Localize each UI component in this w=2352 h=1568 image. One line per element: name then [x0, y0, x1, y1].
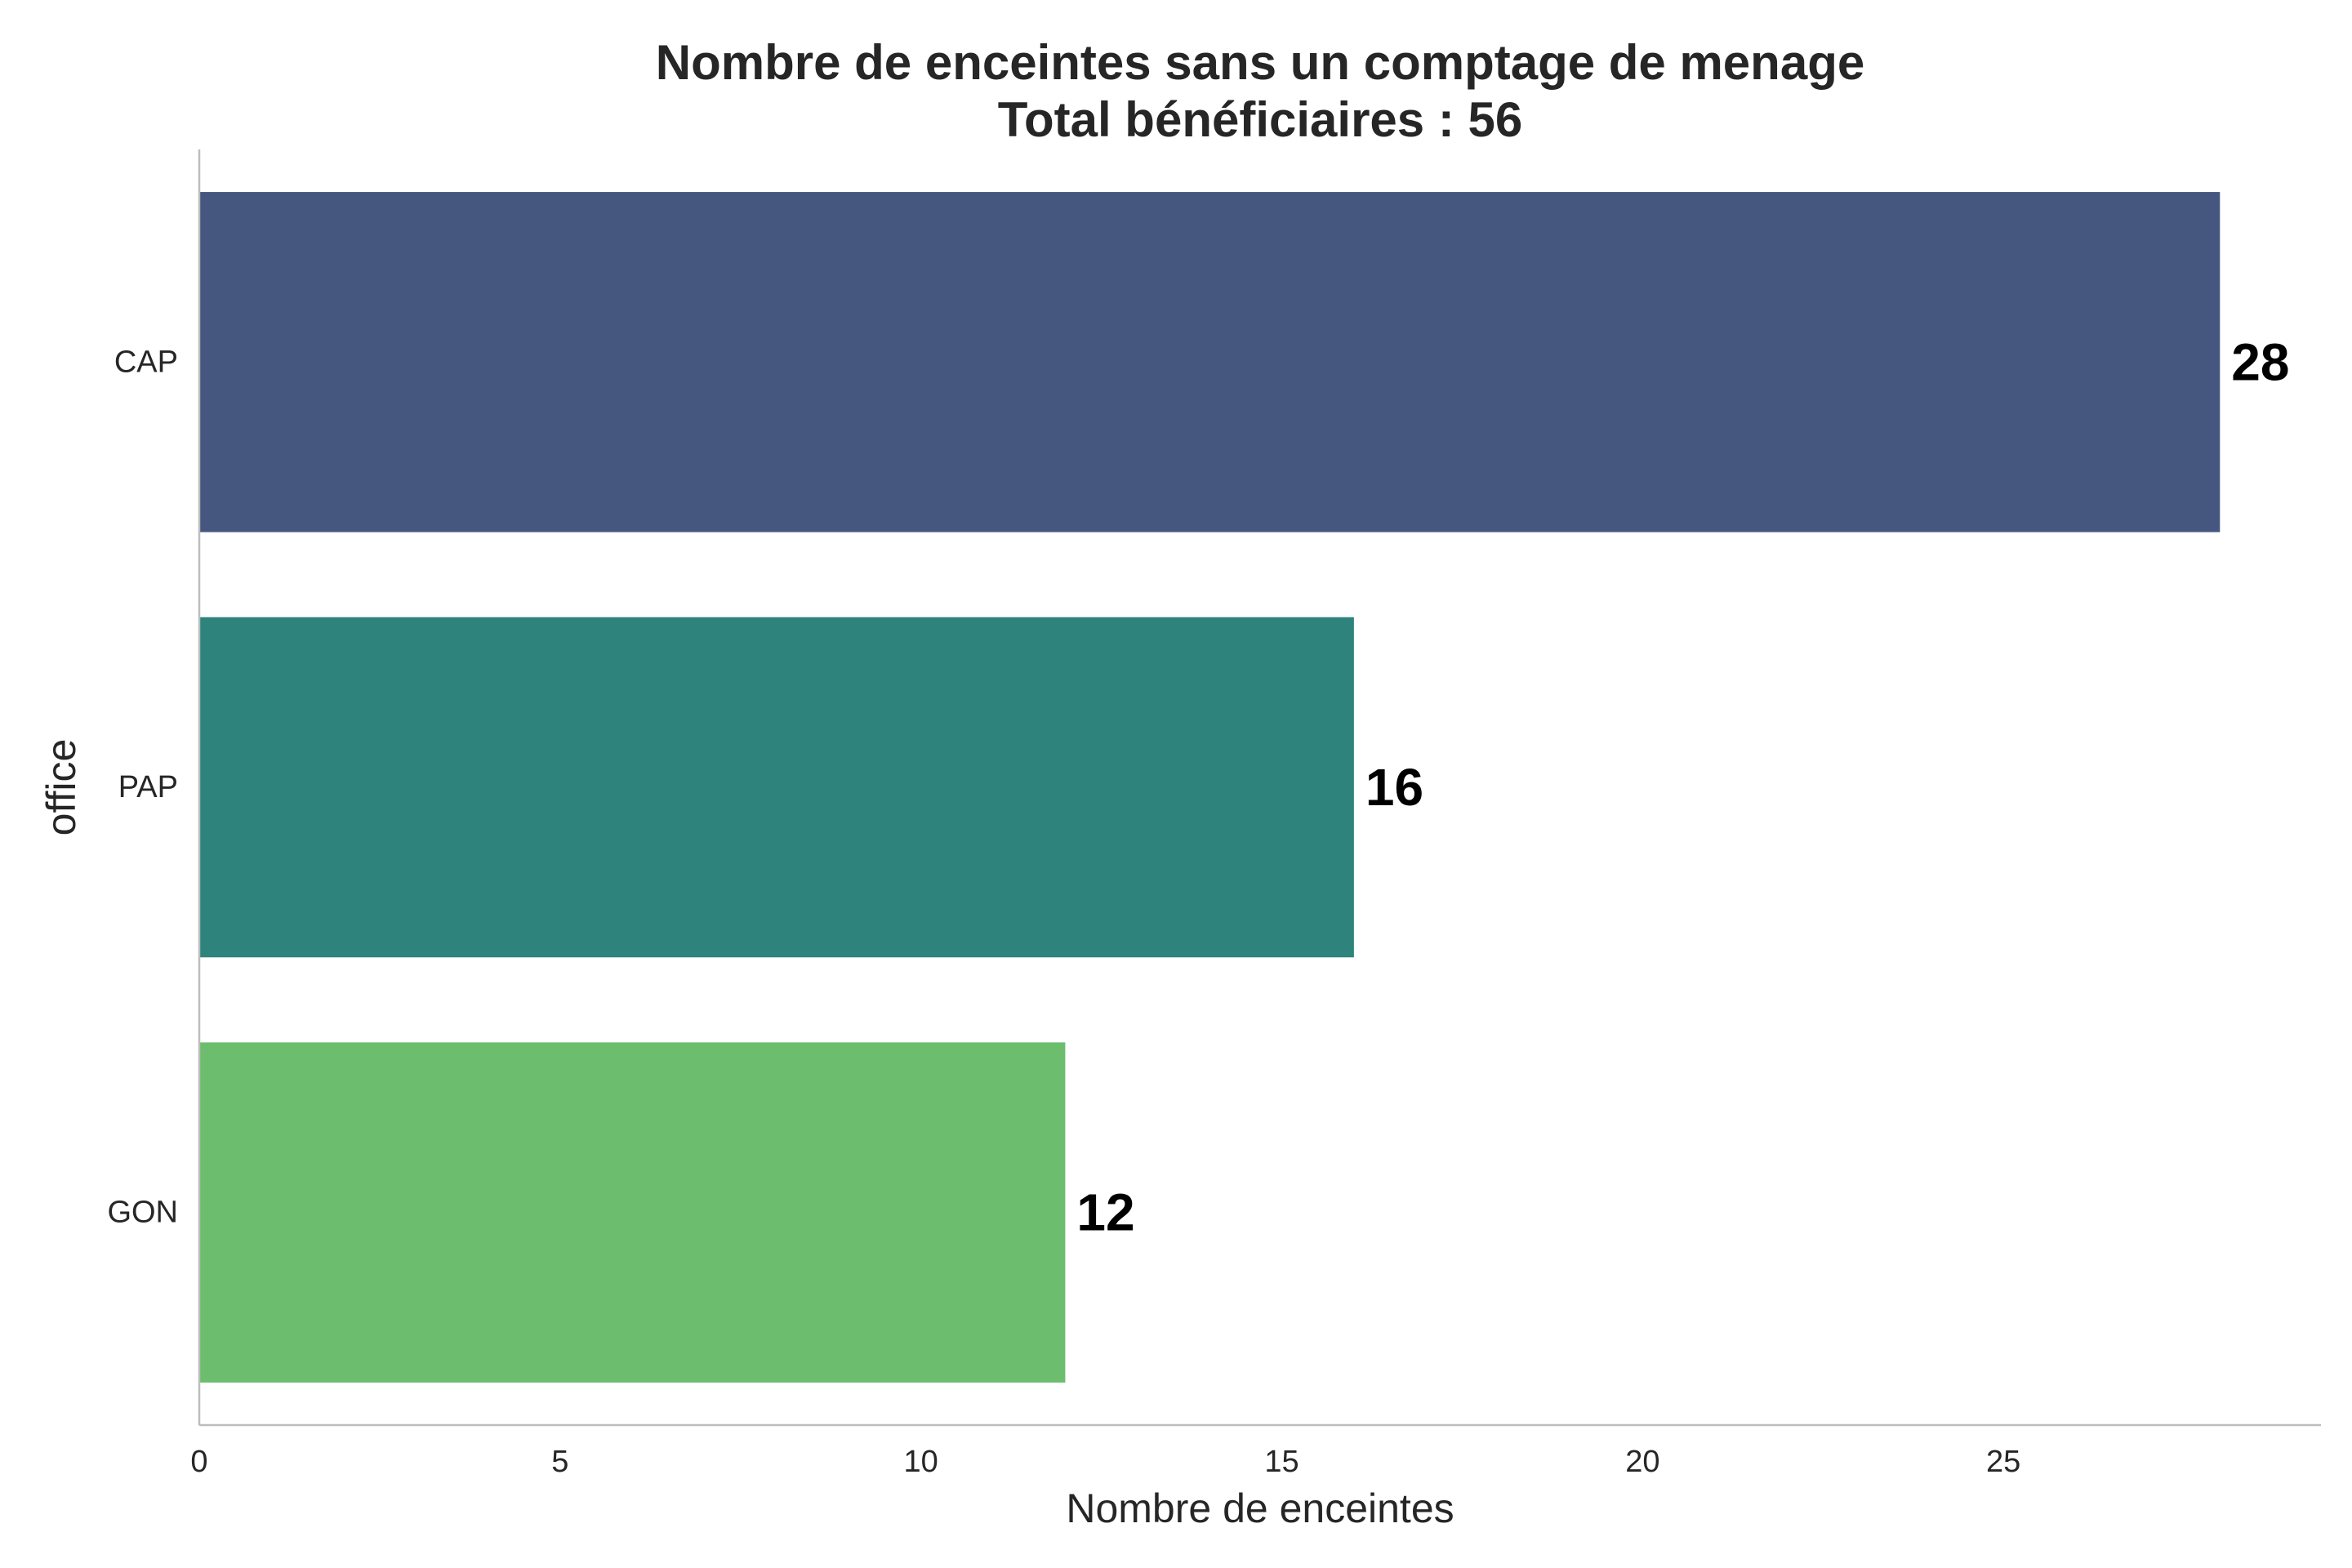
x-tick-label-15: 15: [1264, 1445, 1298, 1479]
bar-gon: [199, 1042, 1066, 1383]
value-labels-group: 28 16 12: [1076, 332, 2289, 1241]
y-axis-label: office: [38, 739, 84, 836]
x-tick-label-20: 20: [1625, 1445, 1659, 1479]
value-label-cap: 28: [2231, 332, 2289, 391]
bar-pap: [199, 617, 1354, 958]
bar-cap: [199, 192, 2221, 532]
value-label-gon: 12: [1076, 1183, 1134, 1242]
chart-subtitle: Total bénéficiaires : 56: [998, 92, 1522, 147]
x-tick-label-25: 25: [1986, 1445, 2020, 1479]
y-tick-label-cap: CAP: [114, 345, 178, 379]
x-tick-label-5: 5: [551, 1445, 568, 1479]
y-tick-label-pap: PAP: [118, 770, 178, 804]
bars-group: [199, 192, 2221, 1383]
value-label-pap: 16: [1365, 758, 1423, 817]
y-tick-labels-group: CAP PAP GON: [107, 345, 178, 1229]
chart-title: Nombre de enceintes sans un comptage de …: [656, 35, 1864, 90]
x-axis-label: Nombre de enceintes: [1066, 1486, 1454, 1531]
x-tick-label-10: 10: [904, 1445, 938, 1479]
x-ticks-group: 0 5 10 15 20 25: [190, 1445, 2020, 1479]
x-tick-label-0: 0: [190, 1445, 207, 1479]
y-tick-label-gon: GON: [107, 1196, 178, 1230]
